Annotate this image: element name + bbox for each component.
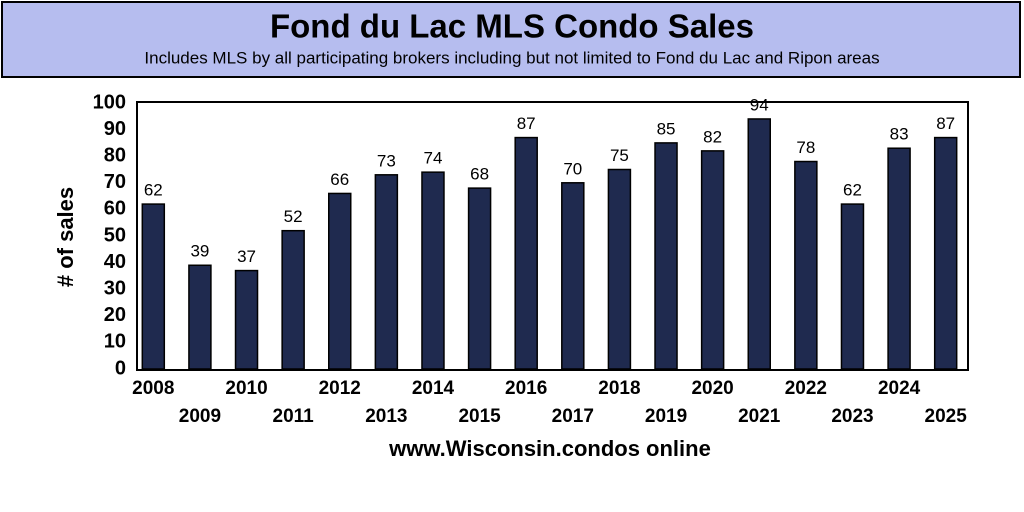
x-tick-label: 2023 bbox=[831, 406, 873, 427]
chart-subtitle: Includes MLS by all participating broker… bbox=[144, 48, 879, 67]
bar bbox=[141, 203, 166, 370]
value-label: 74 bbox=[424, 149, 443, 168]
value-label: 78 bbox=[796, 138, 815, 157]
bar bbox=[188, 264, 212, 370]
value-label: 83 bbox=[890, 125, 909, 144]
bar bbox=[561, 182, 585, 370]
value-label: 94 bbox=[750, 95, 769, 114]
chart-title: Fond du Lac MLS Condo Sales bbox=[270, 8, 754, 45]
bar bbox=[747, 118, 771, 370]
value-label: 82 bbox=[703, 127, 722, 146]
x-tick-label: 2012 bbox=[319, 378, 361, 399]
x-tick-label: 2024 bbox=[878, 378, 921, 399]
value-label: 87 bbox=[517, 114, 536, 133]
x-tick-label: 2025 bbox=[925, 406, 968, 427]
x-tick-label: 2010 bbox=[225, 378, 267, 399]
value-label: 62 bbox=[843, 181, 862, 200]
bar bbox=[514, 136, 538, 370]
value-label: 68 bbox=[470, 165, 489, 184]
bar bbox=[467, 187, 492, 370]
x-tick-label: 2009 bbox=[179, 406, 221, 427]
value-label: 73 bbox=[377, 151, 396, 170]
y-tick-label: 30 bbox=[104, 277, 126, 299]
value-label: 75 bbox=[610, 146, 629, 165]
y-tick-label: 0 bbox=[115, 357, 126, 379]
bar bbox=[421, 171, 445, 370]
bar bbox=[887, 147, 911, 370]
x-axis-label: www.Wisconsin.condos online bbox=[388, 436, 711, 461]
y-tick-label: 70 bbox=[104, 171, 126, 193]
x-tick-label: 2008 bbox=[132, 378, 174, 399]
y-tick-label: 60 bbox=[104, 198, 126, 220]
value-label: 52 bbox=[284, 207, 303, 226]
value-label: 62 bbox=[144, 181, 163, 200]
value-label: 39 bbox=[190, 242, 209, 261]
bar bbox=[328, 192, 352, 370]
plot-frame bbox=[136, 101, 969, 371]
y-tick-label: 50 bbox=[104, 224, 126, 246]
value-label: 70 bbox=[563, 159, 582, 178]
y-tick-label: 90 bbox=[104, 118, 126, 140]
x-tick-label: 2021 bbox=[738, 406, 781, 427]
x-tick-label: 2020 bbox=[691, 378, 733, 399]
y-tick-label: 40 bbox=[104, 251, 126, 273]
x-tick-label: 2022 bbox=[785, 378, 827, 399]
bar bbox=[794, 160, 818, 370]
y-tick-label: 20 bbox=[104, 304, 126, 326]
y-tick-label: 80 bbox=[104, 144, 126, 166]
x-tick-label: 2018 bbox=[598, 378, 640, 399]
y-tick-label: 10 bbox=[104, 331, 126, 353]
x-tick-label: 2011 bbox=[273, 406, 315, 427]
bar bbox=[374, 174, 399, 370]
x-tick-label: 2016 bbox=[505, 378, 547, 399]
value-label: 87 bbox=[936, 114, 955, 133]
bar bbox=[281, 229, 305, 370]
value-label: 37 bbox=[237, 247, 256, 266]
bar bbox=[700, 150, 725, 370]
bar bbox=[840, 203, 865, 370]
header-box bbox=[1, 1, 1021, 78]
x-tick-label: 2013 bbox=[365, 406, 407, 427]
bar bbox=[607, 168, 632, 370]
value-label: 66 bbox=[330, 170, 349, 189]
x-tick-label: 2019 bbox=[645, 406, 687, 427]
value-label: 85 bbox=[657, 119, 676, 138]
x-tick-label: 2014 bbox=[412, 378, 455, 399]
y-axis-label: # of sales bbox=[53, 187, 78, 287]
x-tick-label: 2015 bbox=[458, 406, 501, 427]
y-tick-label: 100 bbox=[93, 91, 126, 113]
bar bbox=[234, 269, 259, 370]
bar bbox=[654, 142, 678, 370]
x-tick-label: 2017 bbox=[552, 406, 594, 427]
bar bbox=[933, 136, 958, 370]
